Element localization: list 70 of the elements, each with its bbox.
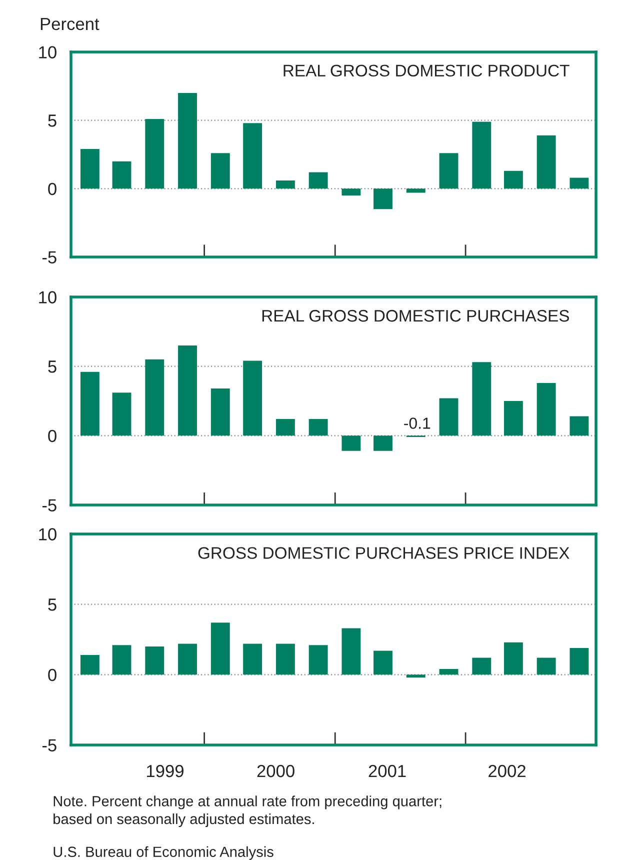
- x-tick-label: 2001: [368, 764, 406, 778]
- bar: [210, 388, 230, 436]
- bar: [439, 669, 458, 675]
- y-tick-label: 10: [39, 291, 56, 304]
- bar: [178, 93, 197, 189]
- bar: [178, 346, 197, 436]
- bar: [374, 650, 392, 675]
- bar: [112, 392, 132, 436]
- y-tick-label: 5: [48, 360, 56, 373]
- bar: [342, 436, 361, 451]
- bar: [536, 382, 556, 436]
- y-tick-label: 0: [48, 182, 56, 196]
- text: REAL GROSS DOMESTIC PURCHASES: [262, 310, 569, 322]
- bar: [210, 622, 230, 675]
- bar: [342, 628, 361, 675]
- annotation: -0.1: [404, 418, 430, 429]
- text: REAL GROSS DOMESTIC PRODUCT: [284, 64, 570, 77]
- y-axis-title: Percent: [40, 18, 100, 30]
- bar: [472, 658, 492, 675]
- bar: [243, 123, 262, 189]
- y-tick-label: 5: [48, 598, 56, 611]
- x-tick-label: 2002: [488, 764, 526, 778]
- y-tick-label: -5: [42, 499, 56, 512]
- bar: [276, 644, 295, 675]
- y-tick-label: 5: [48, 114, 56, 127]
- bar: [570, 416, 589, 436]
- bar: [112, 161, 132, 189]
- bar: [536, 658, 556, 675]
- bar: [406, 674, 426, 678]
- y-tick-label: -5: [42, 251, 56, 264]
- bar: [178, 644, 197, 675]
- y-tick-label: 10: [39, 46, 56, 58]
- y-tick-label: 10: [39, 528, 56, 540]
- bar: [472, 122, 492, 189]
- x-tick-label: 1999: [147, 764, 184, 778]
- text: Note. Percent change at annual rate from preceding quarter; based on seasonally adjusted estimates.: [54, 796, 442, 828]
- bar: [439, 398, 458, 436]
- y-tick-label: 0: [48, 668, 56, 682]
- bar: [374, 188, 392, 210]
- bar: [536, 135, 556, 189]
- bar: [570, 648, 589, 675]
- bar: [243, 360, 262, 436]
- bar: [210, 153, 230, 189]
- text: GROSS DOMESTIC PURCHASES PRICE INDEX: [198, 547, 570, 559]
- bar: [374, 436, 392, 451]
- bar: [80, 149, 100, 189]
- bar: [276, 419, 295, 436]
- bar: [504, 401, 523, 436]
- text: U.S. Bureau of Economic Analysis: [54, 846, 274, 860]
- bar: [504, 642, 523, 675]
- bar: [243, 644, 262, 675]
- bar: [406, 188, 426, 193]
- x-tick-label: 2000: [257, 764, 294, 778]
- bar: [112, 645, 132, 675]
- bar: [472, 362, 492, 436]
- bar: [145, 646, 164, 675]
- bar: [570, 178, 589, 189]
- bar: [308, 419, 328, 436]
- bar: [80, 654, 100, 675]
- y-tick-label: -5: [42, 739, 56, 752]
- bar: [276, 180, 295, 189]
- bar: [308, 172, 328, 189]
- y-tick-label: 0: [48, 430, 56, 442]
- bar: [145, 359, 164, 436]
- bar: [80, 372, 100, 436]
- bar: [504, 170, 523, 189]
- bar: [342, 188, 361, 196]
- bar: [439, 153, 458, 189]
- bar: [308, 645, 328, 675]
- bar: [145, 118, 164, 189]
